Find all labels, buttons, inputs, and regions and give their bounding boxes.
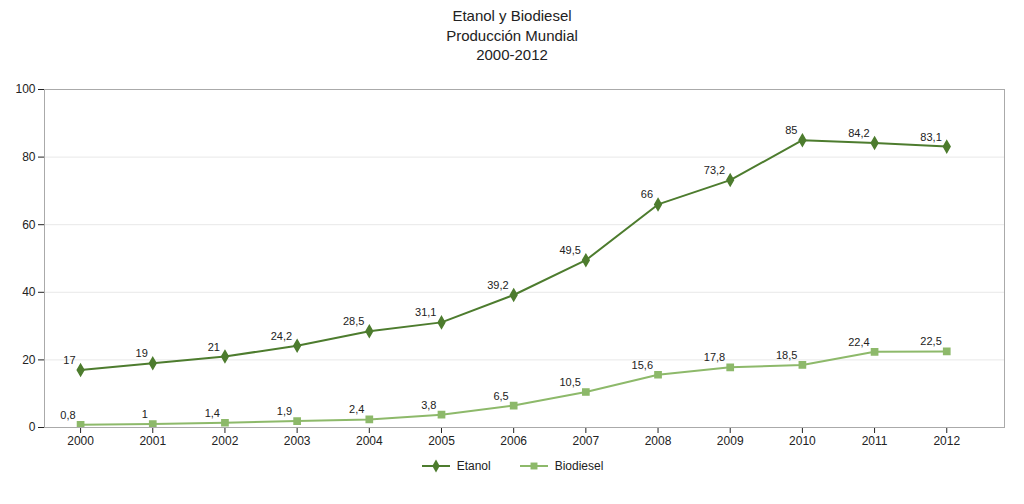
svg-text:31,1: 31,1 [415, 306, 436, 318]
svg-text:2006: 2006 [500, 434, 527, 448]
svg-text:19: 19 [136, 347, 148, 359]
svg-text:28,5: 28,5 [343, 315, 364, 327]
svg-text:60: 60 [22, 217, 36, 231]
svg-text:39,2: 39,2 [487, 279, 508, 291]
svg-text:2011: 2011 [862, 434, 888, 448]
svg-text:1,9: 1,9 [277, 405, 292, 417]
svg-text:1: 1 [142, 408, 148, 420]
svg-text:40: 40 [22, 285, 36, 299]
svg-text:84,2: 84,2 [848, 126, 869, 138]
svg-text:2008: 2008 [645, 434, 672, 448]
svg-text:22,4: 22,4 [848, 335, 869, 347]
svg-text:85: 85 [785, 124, 797, 136]
svg-text:1,4: 1,4 [205, 406, 220, 418]
svg-text:18,5: 18,5 [776, 348, 797, 360]
svg-text:10,5: 10,5 [559, 376, 580, 388]
svg-text:2004: 2004 [356, 434, 383, 448]
svg-text:6,5: 6,5 [493, 389, 508, 401]
svg-text:15,6: 15,6 [632, 358, 653, 370]
svg-text:2010: 2010 [789, 434, 816, 448]
svg-text:22,5: 22,5 [920, 335, 941, 347]
svg-text:0: 0 [29, 420, 36, 434]
svg-text:73,2: 73,2 [704, 164, 725, 176]
html-text:Biodiesel: Biodiesel [554, 458, 604, 473]
svg-text:2000: 2000 [67, 434, 94, 448]
svg-text:17: 17 [63, 354, 75, 366]
svg-text:2003: 2003 [284, 434, 311, 448]
svg-text:2,4: 2,4 [349, 403, 364, 415]
svg-text:80: 80 [22, 149, 36, 163]
svg-text:2002: 2002 [212, 434, 239, 448]
html-text:Producción Mundial: Producción Mundial [446, 26, 578, 44]
svg-text:2001: 2001 [139, 434, 166, 448]
svg-text:100: 100 [15, 82, 35, 96]
svg-text:0,8: 0,8 [60, 408, 75, 420]
svg-text:2007: 2007 [573, 434, 600, 448]
svg-text:2009: 2009 [717, 434, 744, 448]
svg-text:66: 66 [641, 188, 653, 200]
html-text:2000-2012: 2000-2012 [476, 46, 548, 63]
svg-text:49,5: 49,5 [559, 244, 580, 256]
svg-text:3,8: 3,8 [421, 398, 436, 410]
svg-text:2005: 2005 [428, 434, 455, 448]
svg-text:24,2: 24,2 [271, 329, 292, 341]
svg-text:83,1: 83,1 [920, 130, 941, 142]
svg-text:21: 21 [208, 340, 220, 352]
html-text:Etanol: Etanol [456, 458, 491, 473]
svg-text:20: 20 [22, 352, 36, 366]
html-text:Etanol y Biodiesel: Etanol y Biodiesel [452, 7, 572, 24]
svg-text:17,8: 17,8 [704, 351, 725, 363]
svg-text:2012: 2012 [933, 434, 960, 448]
